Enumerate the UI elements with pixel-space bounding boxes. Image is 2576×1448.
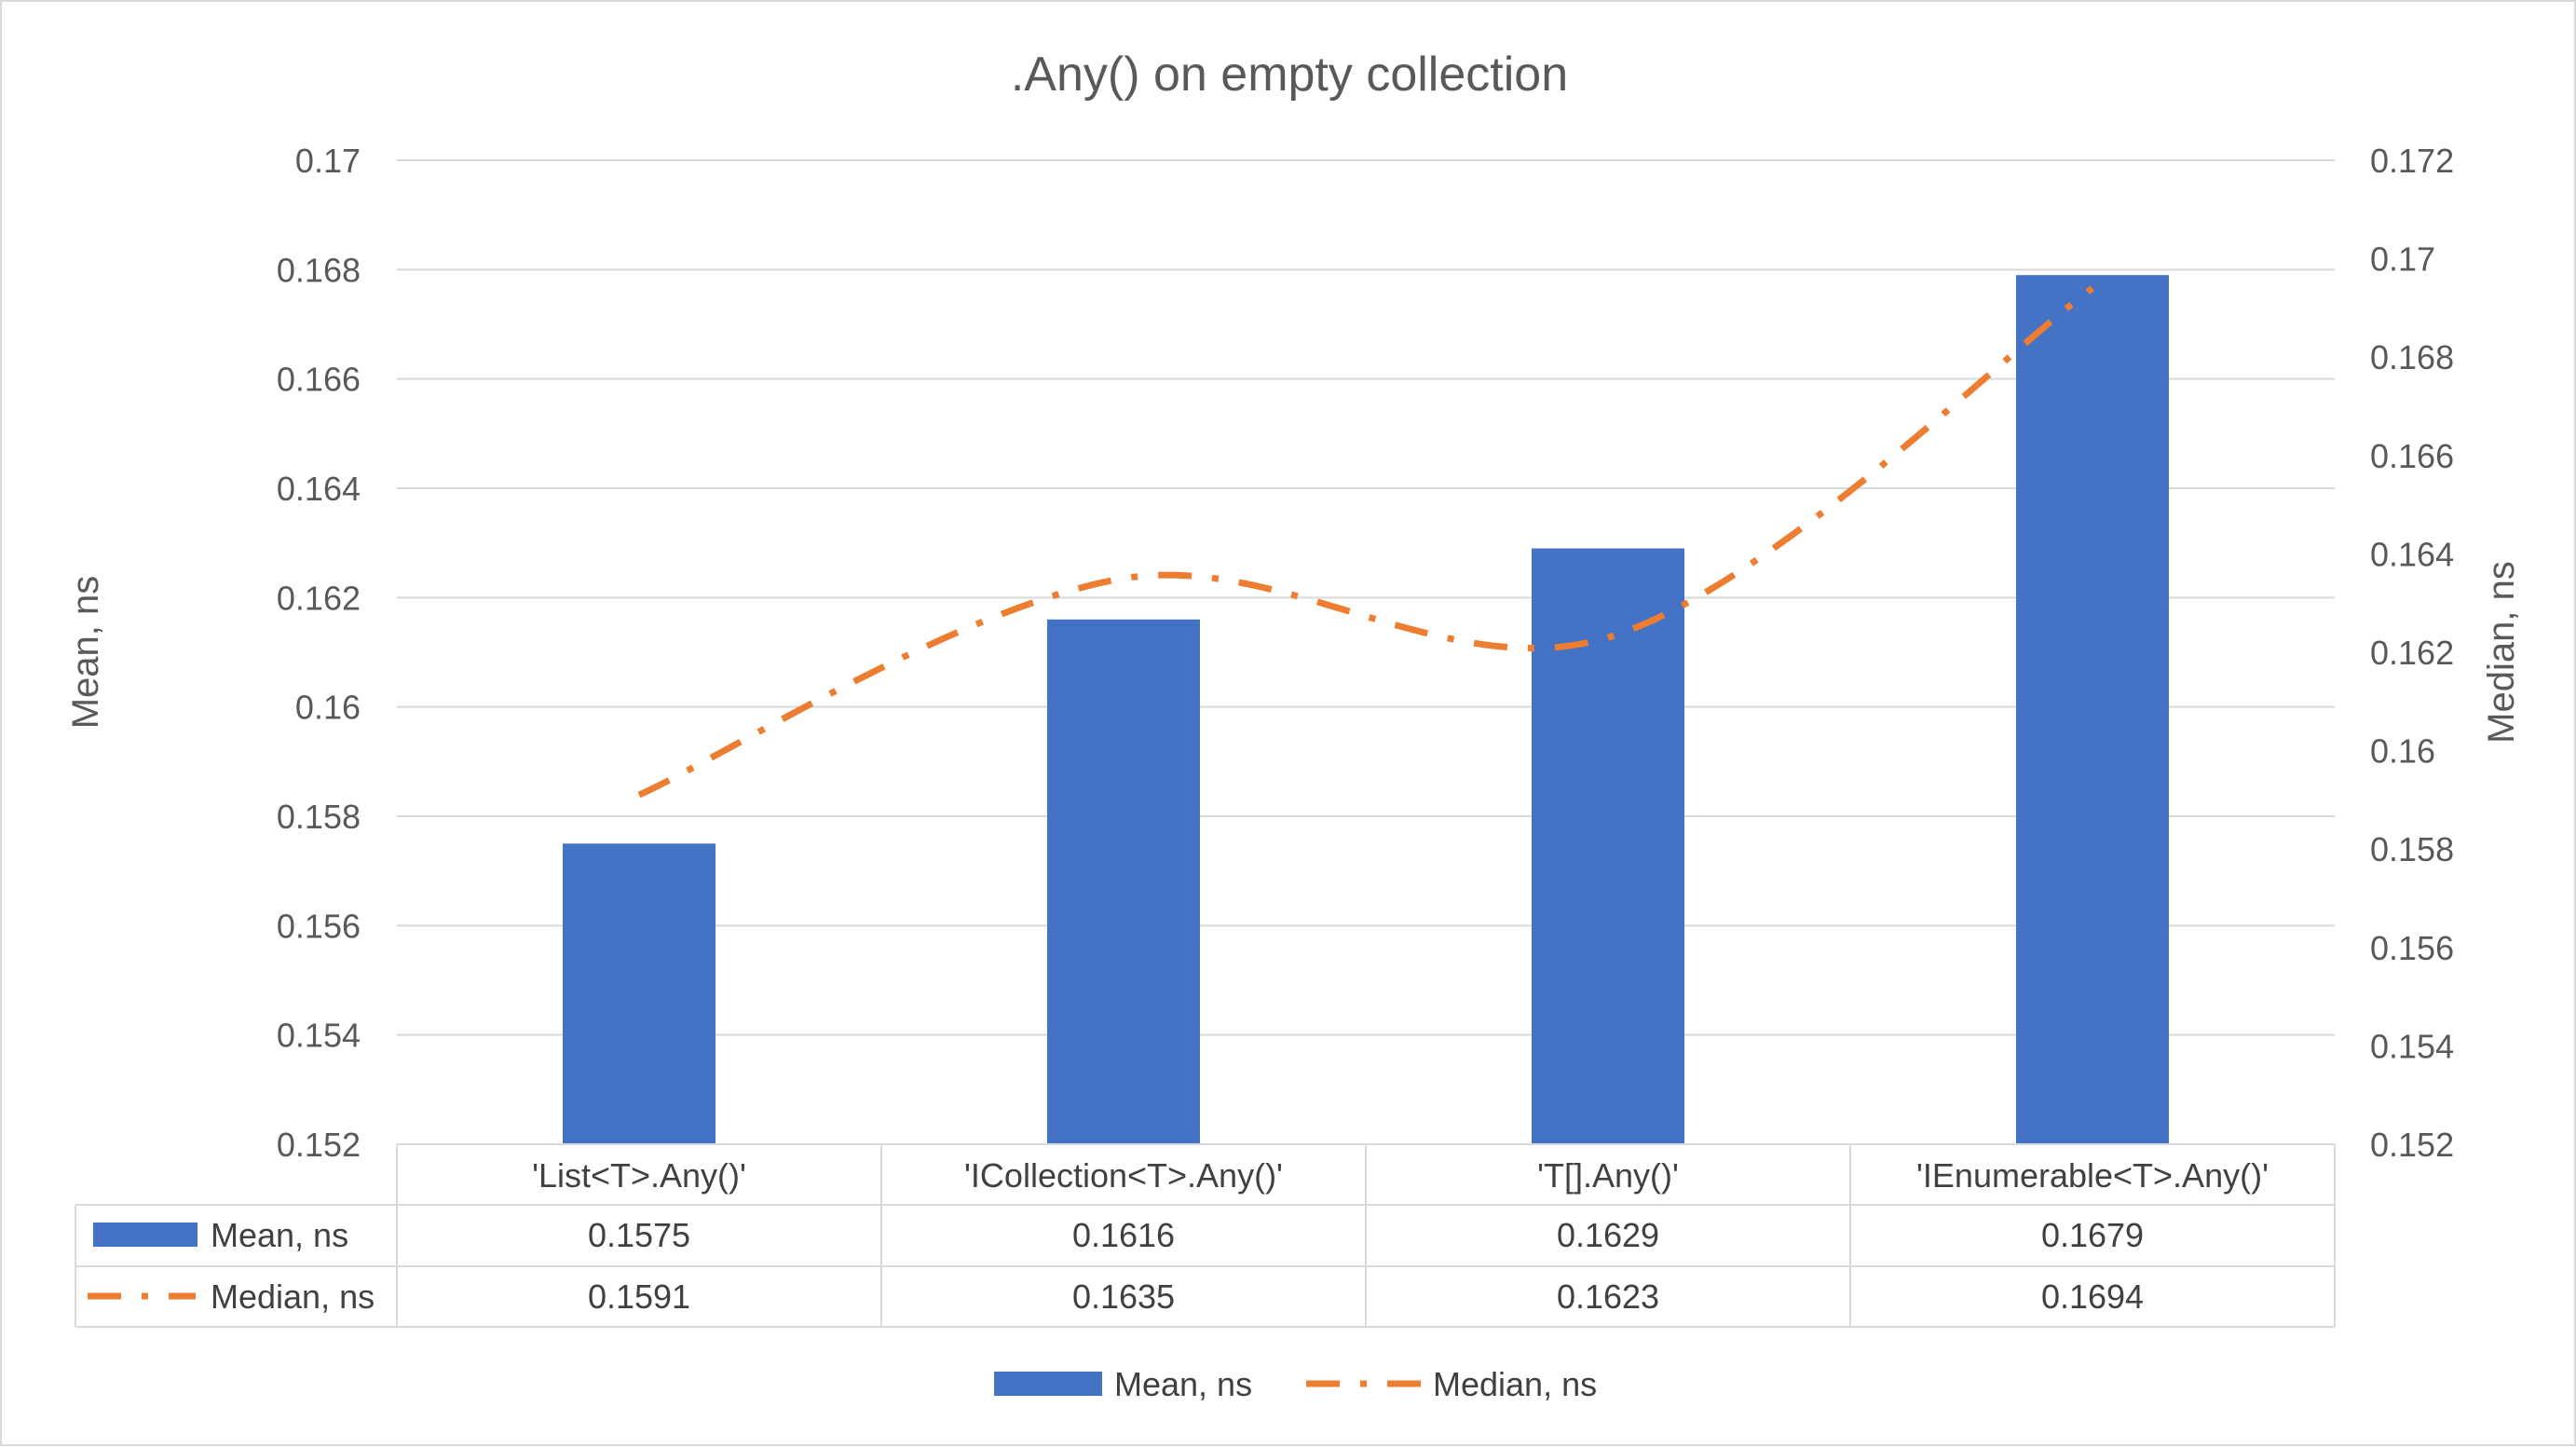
right-tick-label: 0.154 bbox=[2370, 1027, 2454, 1065]
right-tick-label: 0.156 bbox=[2370, 929, 2454, 967]
table-value-mean: 0.1679 bbox=[2041, 1216, 2144, 1254]
data-table: 'List<T>.Any()' 'ICollection<T>.Any()' 'T[… bbox=[75, 1144, 2335, 1327]
bar-mean bbox=[1047, 620, 1200, 1144]
legend-label-mean: Mean, ns bbox=[1114, 1365, 1252, 1403]
right-axis-ticks: 0.172 0.17 0.168 0.166 0.164 0.162 0.16 0.158 0.… bbox=[2370, 142, 2454, 1164]
left-tick-label: 0.152 bbox=[277, 1126, 361, 1164]
legend-key-mean bbox=[994, 1372, 1102, 1396]
median-line bbox=[639, 288, 2092, 795]
left-tick-label: 0.158 bbox=[277, 798, 361, 836]
category-label: 'T[].Any()' bbox=[1537, 1156, 1679, 1195]
table-value-median: 0.1623 bbox=[1557, 1277, 1659, 1316]
bar-mean bbox=[563, 843, 716, 1144]
table-value-median: 0.1635 bbox=[1072, 1277, 1175, 1316]
table-row-label-mean: Mean, ns bbox=[211, 1216, 348, 1254]
legend-label-median: Median, ns bbox=[1433, 1365, 1597, 1403]
left-tick-label: 0.164 bbox=[277, 470, 361, 508]
right-tick-label: 0.166 bbox=[2370, 437, 2454, 475]
category-label: 'IEnumerable<T>.Any()' bbox=[1916, 1156, 2269, 1195]
left-tick-label: 0.154 bbox=[277, 1017, 361, 1055]
table-key-mean bbox=[93, 1223, 198, 1247]
legend: Mean, ns Median, ns bbox=[994, 1365, 1597, 1403]
chart-title: .Any() on empty collection bbox=[1011, 48, 1568, 102]
left-axis-title: Mean, ns bbox=[65, 576, 106, 730]
left-tick-label: 0.166 bbox=[277, 361, 361, 399]
left-tick-label: 0.156 bbox=[277, 907, 361, 945]
bar-mean bbox=[2016, 275, 2169, 1144]
right-tick-label: 0.172 bbox=[2370, 142, 2454, 180]
table-value-mean: 0.1616 bbox=[1072, 1216, 1175, 1254]
right-tick-label: 0.162 bbox=[2370, 634, 2454, 672]
table-value-mean: 0.1629 bbox=[1557, 1216, 1659, 1254]
right-axis-title: Median, ns bbox=[2481, 561, 2522, 744]
left-tick-label: 0.17 bbox=[295, 142, 361, 180]
right-tick-label: 0.16 bbox=[2370, 732, 2435, 771]
table-value-median: 0.1694 bbox=[2041, 1277, 2144, 1316]
left-axis-ticks: 0.17 0.168 0.166 0.164 0.162 0.16 0.158 0.156 0.… bbox=[277, 142, 361, 1164]
right-tick-label: 0.17 bbox=[2370, 240, 2435, 279]
line-series-median bbox=[639, 288, 2092, 795]
table-value-mean: 0.1575 bbox=[588, 1216, 690, 1254]
table-row-label-median: Median, ns bbox=[211, 1277, 375, 1316]
right-tick-label: 0.168 bbox=[2370, 338, 2454, 376]
left-tick-label: 0.162 bbox=[277, 579, 361, 617]
right-tick-label: 0.158 bbox=[2370, 830, 2454, 868]
table-value-median: 0.1591 bbox=[588, 1277, 690, 1316]
right-tick-label: 0.164 bbox=[2370, 535, 2454, 573]
category-label: 'List<T>.Any()' bbox=[532, 1156, 746, 1195]
left-tick-label: 0.168 bbox=[277, 251, 361, 289]
right-tick-label: 0.152 bbox=[2370, 1126, 2454, 1164]
left-tick-label: 0.16 bbox=[295, 689, 361, 727]
category-label: 'ICollection<T>.Any()' bbox=[964, 1156, 1283, 1195]
